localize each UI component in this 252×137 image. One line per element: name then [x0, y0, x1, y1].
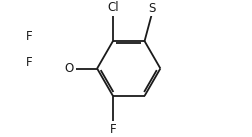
- Text: F: F: [109, 123, 116, 136]
- Text: S: S: [147, 2, 154, 15]
- Text: F: F: [26, 30, 33, 43]
- Text: Cl: Cl: [107, 1, 118, 14]
- Text: O: O: [64, 62, 74, 75]
- Text: F: F: [26, 56, 33, 69]
